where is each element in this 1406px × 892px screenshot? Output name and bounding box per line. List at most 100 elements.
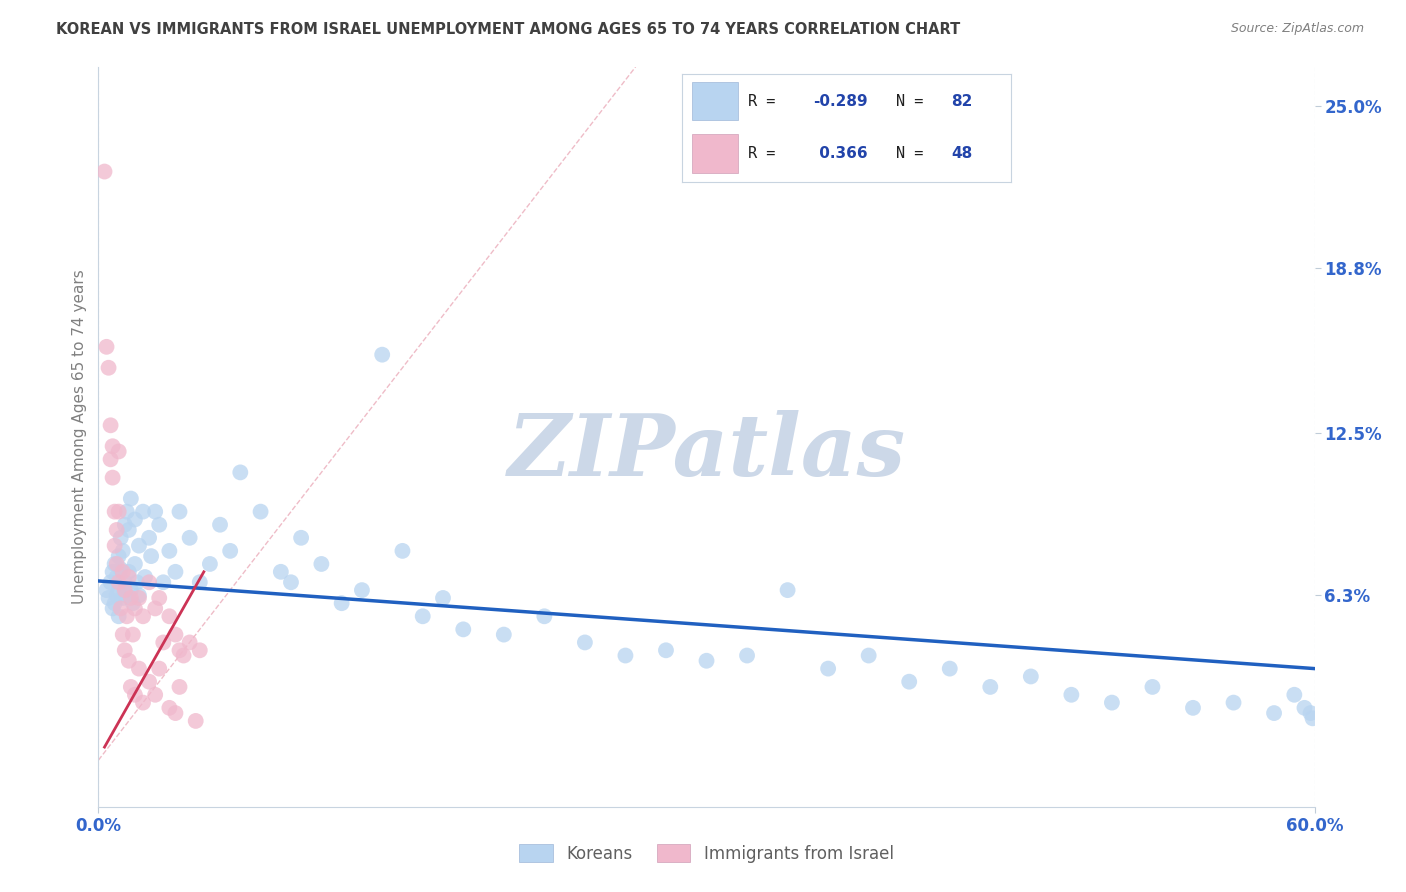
Point	[111, 544, 134, 558]
Point	[96, 583, 118, 598]
Point	[115, 588, 138, 602]
Point	[165, 706, 187, 720]
Point	[776, 583, 799, 598]
Point	[148, 517, 170, 532]
Point	[143, 688, 166, 702]
Point	[120, 591, 142, 605]
Point	[104, 539, 127, 553]
Point	[118, 570, 141, 584]
Point	[209, 517, 232, 532]
Point	[198, 557, 221, 571]
Point	[118, 565, 141, 579]
Point	[179, 531, 201, 545]
Point	[101, 565, 124, 579]
Point	[115, 505, 138, 519]
Point	[97, 591, 120, 605]
Point	[169, 643, 191, 657]
Point	[120, 491, 142, 506]
Point	[1182, 701, 1205, 715]
Point	[533, 609, 555, 624]
Point	[128, 588, 150, 602]
Point	[107, 609, 129, 624]
Point	[179, 635, 201, 649]
Point	[111, 565, 134, 579]
Point	[107, 575, 129, 590]
Point	[110, 531, 132, 545]
Point	[111, 627, 134, 641]
Point	[696, 654, 718, 668]
Point	[100, 575, 122, 590]
Point	[173, 648, 195, 663]
Point	[101, 439, 124, 453]
Point	[100, 418, 122, 433]
Point	[105, 588, 128, 602]
Point	[100, 452, 122, 467]
Point	[122, 627, 145, 641]
Point	[105, 523, 128, 537]
Point	[107, 444, 129, 458]
Point	[157, 544, 180, 558]
Point	[105, 557, 128, 571]
Point	[107, 505, 129, 519]
Point	[188, 643, 211, 657]
Point	[939, 662, 962, 676]
Point	[143, 505, 166, 519]
Point	[898, 674, 921, 689]
Text: Source: ZipAtlas.com: Source: ZipAtlas.com	[1230, 22, 1364, 36]
Point	[432, 591, 454, 605]
Point	[101, 601, 124, 615]
Point	[391, 544, 413, 558]
Point	[138, 674, 160, 689]
Point	[107, 549, 129, 563]
Point	[858, 648, 880, 663]
Point	[96, 340, 118, 354]
Point	[979, 680, 1001, 694]
Point	[132, 505, 155, 519]
Point	[104, 505, 127, 519]
Point	[104, 557, 127, 571]
Point	[817, 662, 839, 676]
Point	[120, 583, 142, 598]
Point	[138, 531, 160, 545]
Point	[1284, 688, 1306, 702]
Point	[311, 557, 333, 571]
Point	[169, 680, 191, 694]
Point	[128, 662, 150, 676]
Point	[453, 623, 475, 637]
Point	[97, 360, 120, 375]
Point	[1019, 669, 1042, 683]
Point	[143, 601, 166, 615]
Point	[492, 627, 515, 641]
Point	[124, 512, 146, 526]
Point	[157, 701, 180, 715]
Point	[1101, 696, 1123, 710]
Point	[124, 601, 146, 615]
Point	[152, 575, 174, 590]
Point	[1060, 688, 1083, 702]
Point	[229, 466, 252, 480]
Point	[169, 505, 191, 519]
Point	[1263, 706, 1285, 720]
Point	[655, 643, 678, 657]
Point	[114, 575, 136, 590]
Point	[219, 544, 242, 558]
Point	[114, 583, 136, 598]
Point	[735, 648, 758, 663]
Point	[290, 531, 312, 545]
Point	[93, 164, 115, 178]
Point	[118, 654, 141, 668]
Point	[114, 643, 136, 657]
Point	[165, 627, 187, 641]
Point	[110, 601, 132, 615]
Point	[118, 523, 141, 537]
Point	[614, 648, 637, 663]
Point	[114, 517, 136, 532]
Text: KOREAN VS IMMIGRANTS FROM ISRAEL UNEMPLOYMENT AMONG AGES 65 TO 74 YEARS CORRELAT: KOREAN VS IMMIGRANTS FROM ISRAEL UNEMPLO…	[56, 22, 960, 37]
Y-axis label: Unemployment Among Ages 65 to 74 years: Unemployment Among Ages 65 to 74 years	[72, 269, 87, 605]
Point	[104, 596, 127, 610]
Point	[330, 596, 353, 610]
Text: ZIPatlas: ZIPatlas	[508, 410, 905, 493]
Point	[120, 680, 142, 694]
Point	[574, 635, 596, 649]
Point	[184, 714, 207, 728]
